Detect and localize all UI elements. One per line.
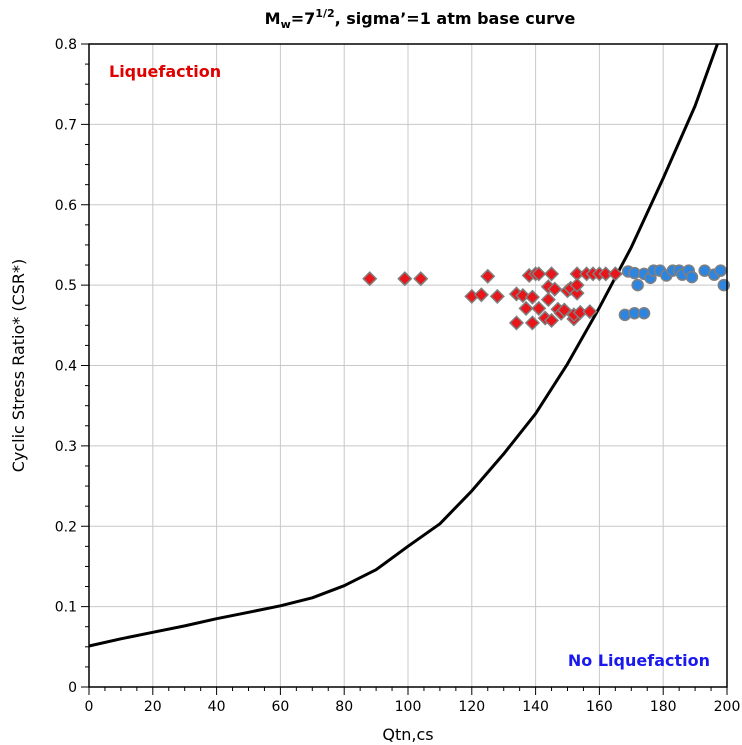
- x-tick-label: 60: [271, 699, 289, 715]
- annotations: Liquefaction No Liquefaction: [109, 62, 710, 670]
- x-tick-label: 100: [395, 699, 422, 715]
- y-tick-label: 0.2: [55, 519, 77, 535]
- y-tick-label: 0.3: [55, 439, 77, 455]
- liquefaction-point: [540, 292, 556, 308]
- y-tick-label: 0.5: [55, 278, 77, 294]
- liquefaction-point: [524, 315, 540, 331]
- no-liquefaction-point: [685, 270, 699, 284]
- no-liquefaction-label: No Liquefaction: [568, 651, 710, 670]
- plot-data: [88, 43, 731, 648]
- y-tick-label: 0.8: [55, 37, 77, 53]
- liquefaction-point: [397, 271, 413, 287]
- liquefaction-point: [524, 289, 540, 305]
- grid-lines: [88, 43, 728, 688]
- no-liquefaction-point: [714, 264, 727, 277]
- liquefaction-point: [362, 271, 378, 287]
- liquefaction-point: [531, 266, 547, 282]
- liquefaction-point: [508, 315, 525, 331]
- liquefaction-point: [547, 281, 563, 297]
- liquefaction-point: [582, 304, 598, 320]
- liquefaction-point: [543, 312, 560, 329]
- liquefaction-point: [607, 266, 623, 282]
- y-tick-label: 0.1: [55, 600, 77, 616]
- liquefaction-point: [489, 288, 505, 304]
- y-tick-label: 0.4: [55, 359, 77, 375]
- liquefaction-point: [413, 271, 429, 287]
- x-tick-label: 120: [458, 699, 485, 715]
- liquefaction-point: [531, 300, 547, 316]
- x-axis-label: Qtn,cs: [382, 725, 433, 744]
- liquefaction-point: [569, 277, 585, 293]
- x-tick-label: 180: [650, 699, 677, 715]
- liquefaction-point: [556, 302, 572, 318]
- liquefaction-point: [543, 266, 560, 282]
- x-tick-label: 20: [144, 699, 162, 715]
- x-tick-label: 80: [335, 699, 353, 715]
- y-axis-label: Cyclic Stress Ratio* (CSR*): [9, 259, 28, 473]
- y-tick-label: 0: [68, 680, 77, 696]
- y-tick-label: 0.6: [55, 198, 77, 214]
- chart-title: Mw=71/2, sigmaʼ=1 atm base curve: [265, 7, 576, 31]
- no-liquefaction-point: [631, 278, 644, 292]
- x-tick-label: 40: [208, 699, 226, 715]
- liquefaction-label: Liquefaction: [109, 62, 221, 81]
- no-liquefaction-point: [637, 307, 651, 320]
- axis-ticks: [81, 43, 728, 695]
- liquefaction-point: [569, 285, 585, 301]
- x-tick-label: 140: [522, 699, 549, 715]
- liquefaction-point: [518, 300, 534, 316]
- liquefaction-point: [515, 288, 531, 304]
- tick-labels: 0 20 40 60 80 100 120 140 160 180 200 0 0.1 0.2 0.3 0.4…: [55, 37, 741, 715]
- x-tick-label: 0: [85, 699, 94, 715]
- x-tick-label: 160: [586, 699, 613, 715]
- liquefaction-point: [480, 268, 496, 284]
- liquefaction-point: [473, 287, 489, 303]
- base-curve-line: [88, 43, 719, 648]
- y-tick-label: 0.7: [55, 117, 77, 133]
- x-tick-label: 200: [714, 699, 741, 715]
